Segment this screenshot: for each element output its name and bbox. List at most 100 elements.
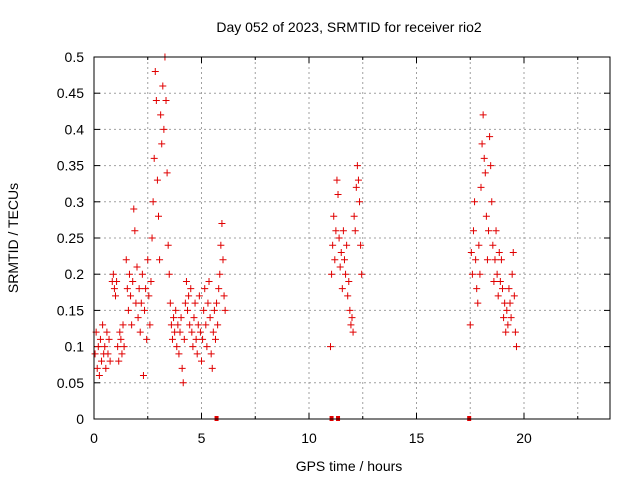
- data-point: [211, 335, 219, 343]
- data-point: [496, 277, 504, 285]
- data-point: [339, 227, 347, 235]
- data-point: [117, 335, 125, 343]
- data-point: [115, 357, 123, 365]
- data-point: [145, 292, 153, 300]
- data-point: [512, 343, 520, 351]
- data-point: [96, 335, 104, 343]
- data-point: [190, 314, 198, 322]
- data-point: [469, 227, 477, 235]
- data-point: [116, 328, 124, 336]
- data-point: [177, 314, 185, 322]
- data-point: [180, 335, 188, 343]
- data-point: [187, 285, 195, 293]
- data-point: [185, 292, 193, 300]
- data-point: [173, 343, 181, 351]
- x-tick-label: 10: [301, 430, 317, 446]
- data-point: [188, 328, 196, 336]
- data-point: [503, 306, 511, 314]
- data-point: [334, 191, 342, 199]
- data-point: [95, 372, 103, 380]
- data-point: [500, 314, 508, 322]
- data-point: [344, 292, 352, 300]
- data-point: [506, 299, 514, 307]
- data-point: [192, 335, 200, 343]
- y-tick-label: 0.3: [65, 194, 85, 210]
- data-point: [356, 198, 364, 206]
- data-point: [172, 306, 180, 314]
- data-point: [487, 162, 495, 170]
- data-point: [491, 256, 499, 264]
- data-point: [204, 299, 212, 307]
- data-point: [149, 198, 157, 206]
- data-point: [221, 306, 229, 314]
- data-point: [148, 234, 156, 242]
- y-tick-label: 0: [76, 411, 84, 427]
- data-point: [347, 321, 355, 329]
- data-point: [480, 154, 488, 162]
- data-point: [130, 205, 138, 213]
- data-point: [175, 350, 183, 358]
- data-point: [335, 234, 343, 242]
- data-point: [138, 270, 146, 278]
- data-point: [467, 248, 475, 256]
- data-point: [332, 227, 340, 235]
- data-point: [479, 111, 487, 119]
- data-point: [507, 314, 515, 322]
- data-point: [174, 321, 182, 329]
- data-point: [504, 321, 512, 329]
- data-point: [475, 241, 483, 249]
- data-point: [170, 314, 178, 322]
- data-point: [144, 256, 152, 264]
- data-point: [176, 328, 184, 336]
- x-axis-label: GPS time / hours: [296, 458, 403, 474]
- data-point: [179, 379, 187, 387]
- data-point: [131, 227, 139, 235]
- data-point: [163, 169, 171, 177]
- data-point: [328, 270, 336, 278]
- data-point: [327, 343, 334, 351]
- data-point: [208, 364, 216, 372]
- data-point: [168, 335, 176, 343]
- data-point: [483, 256, 491, 264]
- data-point: [123, 285, 131, 293]
- y-axis-label: SRMTID / TECUs: [5, 183, 21, 293]
- data-point: [114, 343, 122, 351]
- data-point: [340, 256, 348, 264]
- grid-lines: [94, 57, 610, 419]
- data-point: [353, 162, 361, 170]
- data-point: [482, 212, 490, 220]
- data-point: [156, 256, 164, 264]
- data-point: [200, 306, 208, 314]
- data-point: [184, 306, 192, 314]
- data-point: [137, 299, 145, 307]
- data-point: [164, 241, 172, 249]
- data-point: [133, 263, 141, 271]
- data-point: [477, 183, 485, 191]
- data-point: [162, 96, 170, 104]
- data-point: [129, 277, 137, 285]
- data-point: [509, 248, 517, 256]
- data-point: [490, 277, 498, 285]
- data-point: [502, 328, 510, 336]
- data-point: [351, 227, 359, 235]
- data-point: [113, 277, 121, 285]
- data-point: [331, 256, 339, 264]
- y-tick-label: 0.15: [57, 302, 84, 318]
- y-tick-label: 0.35: [57, 158, 84, 174]
- data-point: [152, 96, 160, 104]
- data-point: [118, 350, 126, 358]
- data-points: [91, 53, 520, 421]
- data-point: [120, 343, 128, 351]
- data-point: [348, 314, 356, 322]
- data-point: [125, 270, 133, 278]
- data-point: [103, 328, 111, 336]
- data-point: [109, 270, 117, 278]
- data-point: [178, 364, 186, 372]
- data-point: [98, 357, 106, 365]
- data-point: [495, 248, 503, 256]
- data-point: [349, 328, 357, 336]
- data-point: [119, 321, 127, 329]
- data-point: [466, 321, 474, 329]
- data-point: [141, 306, 149, 314]
- data-point: [112, 292, 119, 300]
